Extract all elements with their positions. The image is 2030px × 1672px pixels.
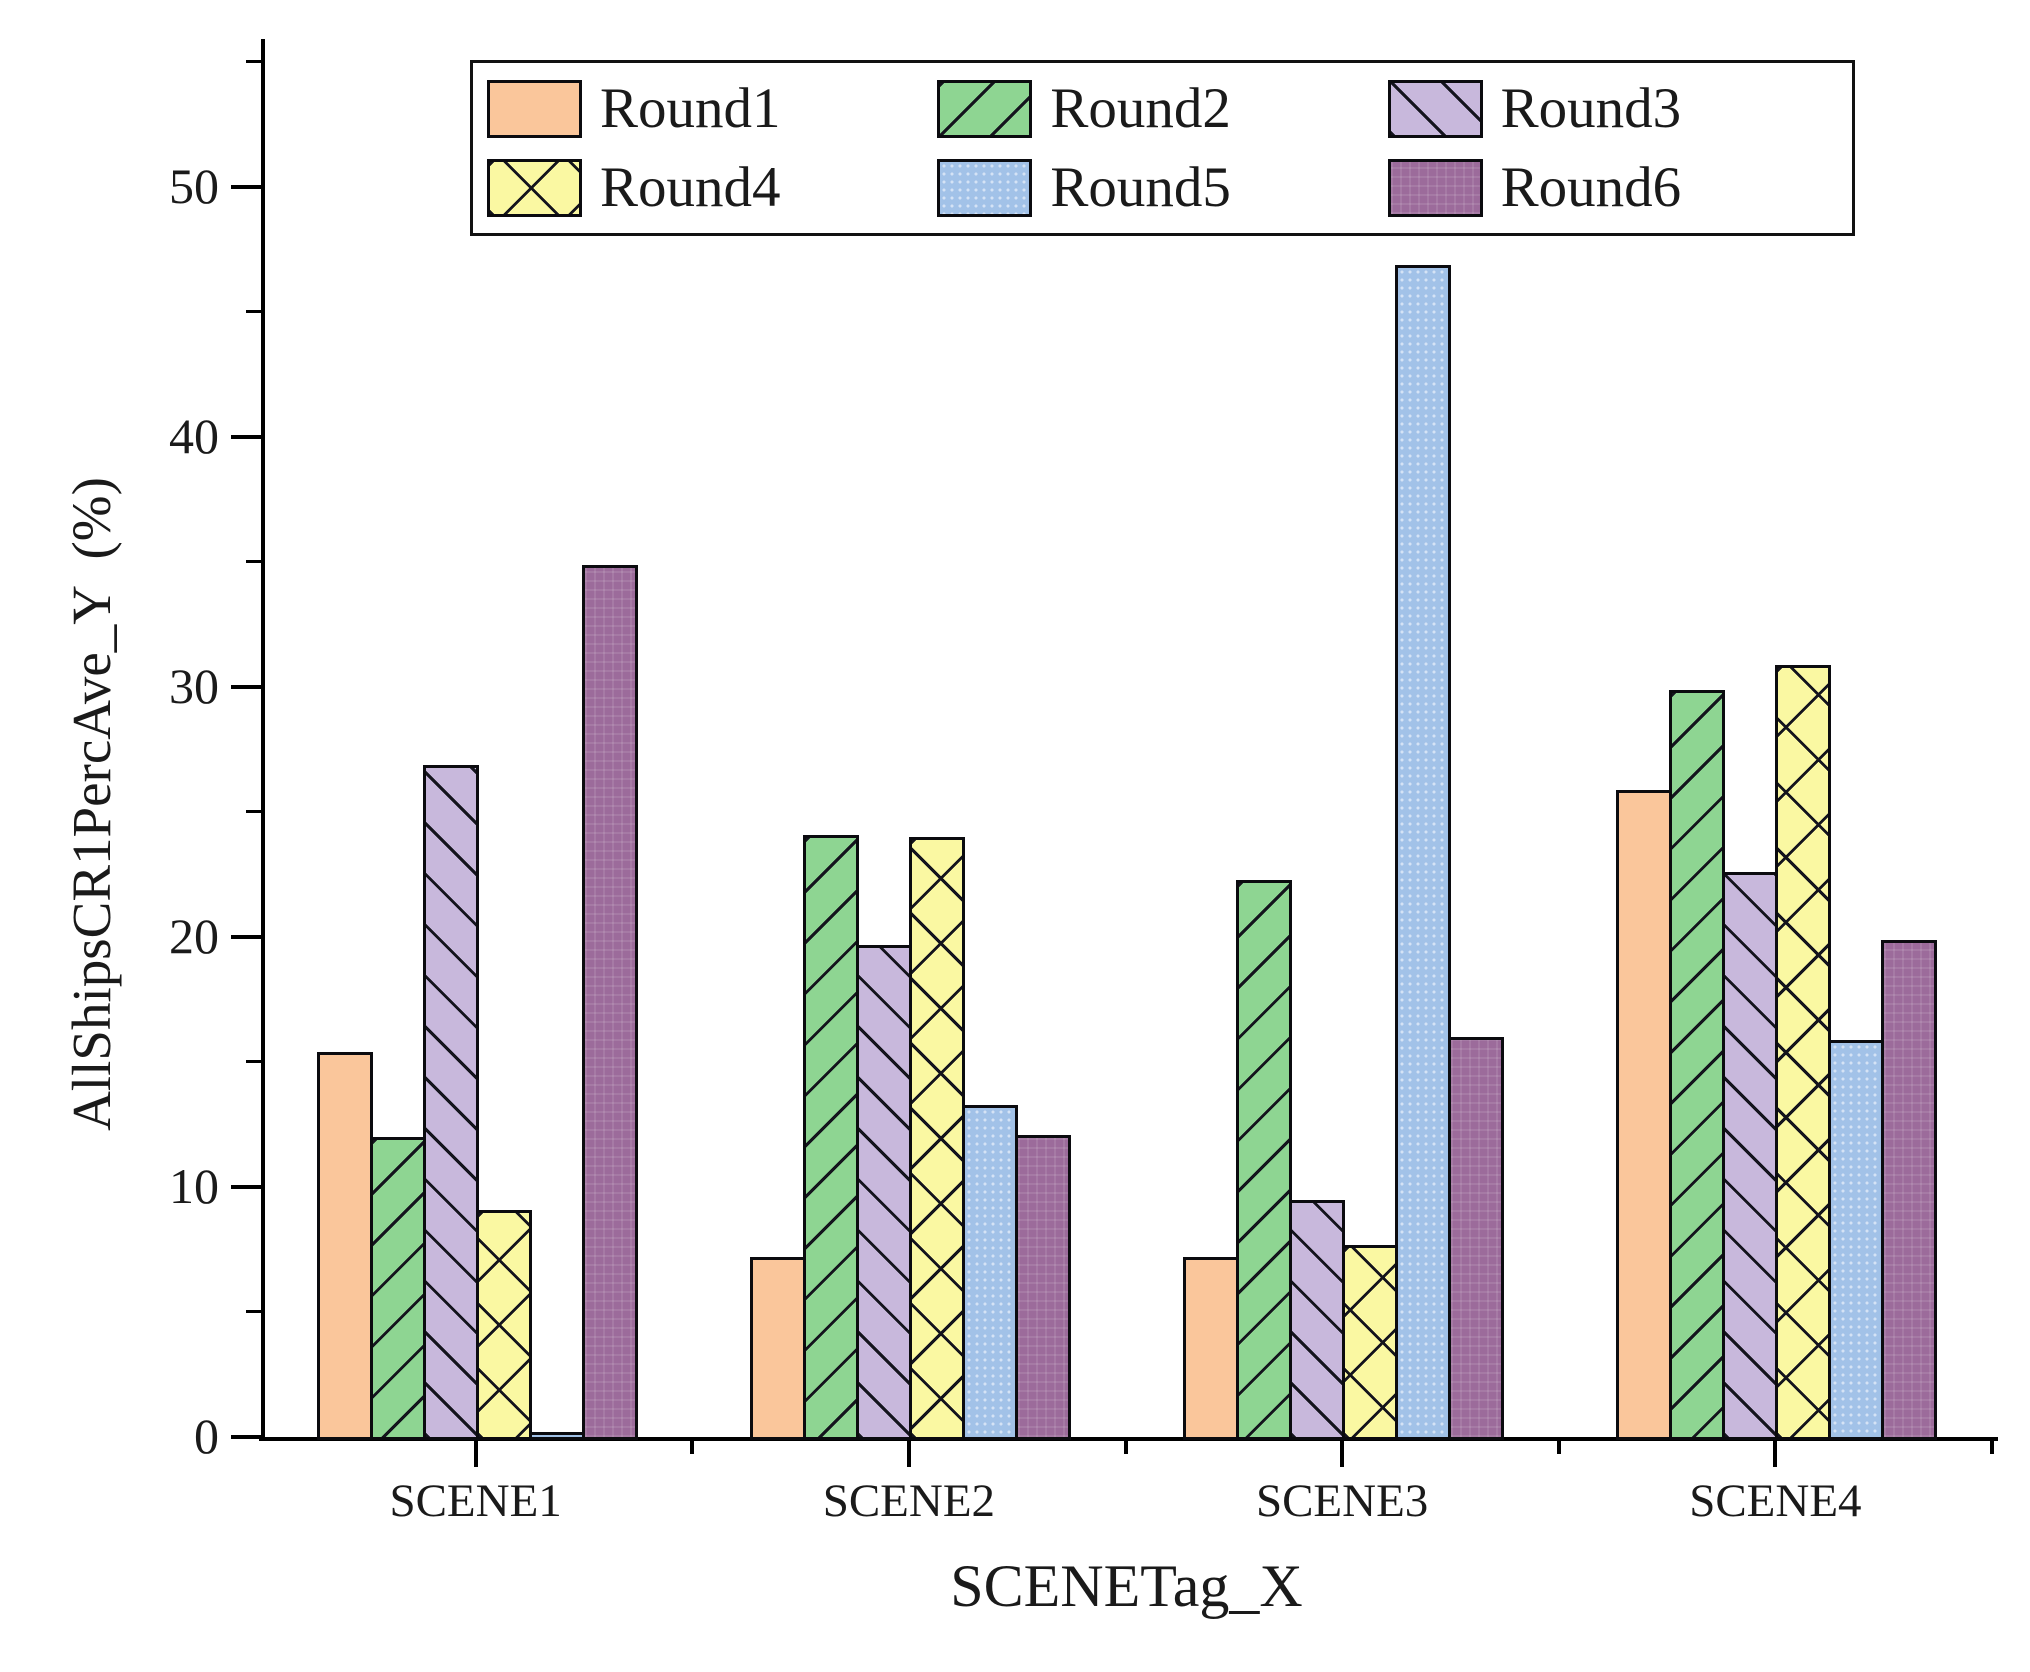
y-tick-label: 40 bbox=[169, 408, 219, 464]
legend-swatch-round5-icon bbox=[937, 158, 1033, 217]
bar-round5-scene1 bbox=[529, 1432, 585, 1440]
x-minor-tick bbox=[1990, 1441, 1994, 1454]
x-minor-tick bbox=[1556, 1441, 1561, 1454]
bar-round5-scene2 bbox=[962, 1105, 1018, 1440]
bar-round4-scene3 bbox=[1342, 1245, 1398, 1440]
bar-round3-scene3 bbox=[1289, 1200, 1345, 1440]
legend-item-round1: Round1 bbox=[487, 76, 937, 141]
bar-round1-scene3 bbox=[1183, 1257, 1239, 1440]
legend-item-round6: Round6 bbox=[1387, 155, 1838, 220]
x-axis-title: SCENETag_X bbox=[950, 1553, 1303, 1619]
legend-label-round6: Round6 bbox=[1500, 156, 1682, 219]
y-major-tick bbox=[231, 935, 261, 939]
y-tick-label: 30 bbox=[169, 658, 219, 714]
x-minor-tick bbox=[1123, 1441, 1128, 1454]
y-major-tick bbox=[231, 685, 261, 689]
x-minor-tick bbox=[690, 1441, 695, 1454]
legend-label-round1: Round1 bbox=[600, 77, 781, 140]
y-minor-tick bbox=[246, 810, 261, 813]
x-major-tick bbox=[1773, 1441, 1778, 1467]
legend-label-round5: Round5 bbox=[1050, 156, 1231, 219]
x-category-label-scene1: SCENE1 bbox=[389, 1475, 562, 1527]
bar-round4-scene2 bbox=[909, 837, 965, 1440]
bar-round6-scene1 bbox=[582, 565, 638, 1440]
bar-round6-scene3 bbox=[1448, 1037, 1504, 1440]
y-major-tick bbox=[231, 185, 261, 189]
bar-round3-scene2 bbox=[856, 945, 912, 1440]
legend-item-round2: Round2 bbox=[937, 76, 1387, 141]
y-minor-tick bbox=[246, 60, 261, 63]
x-category-label-scene4: SCENE4 bbox=[1689, 1475, 1862, 1527]
y-tick-label: 50 bbox=[169, 158, 219, 214]
legend-swatch-round1-icon bbox=[487, 79, 582, 138]
bar-round2-scene3 bbox=[1236, 880, 1292, 1440]
x-major-tick bbox=[1340, 1441, 1345, 1467]
y-axis-line bbox=[261, 39, 265, 1441]
bar-round6-scene4 bbox=[1881, 940, 1937, 1440]
y-axis-title: AllShipsCR1PercAve_Y (%) bbox=[61, 477, 122, 1131]
bar-round2-scene4 bbox=[1669, 690, 1725, 1440]
legend-swatch-round2-icon bbox=[937, 79, 1033, 138]
y-minor-tick bbox=[246, 1310, 261, 1313]
legend-label-round2: Round2 bbox=[1050, 77, 1231, 140]
bar-round5-scene4 bbox=[1828, 1040, 1884, 1440]
bar-round5-scene3 bbox=[1395, 265, 1451, 1440]
bar-round2-scene1 bbox=[370, 1137, 426, 1440]
bar-round3-scene4 bbox=[1722, 872, 1778, 1440]
legend-item-round3: Round3 bbox=[1387, 76, 1838, 141]
legend-swatch-round6-icon bbox=[1387, 158, 1483, 217]
legend-label-round4: Round4 bbox=[600, 156, 781, 219]
x-major-tick bbox=[473, 1441, 478, 1467]
y-minor-tick bbox=[246, 310, 261, 313]
y-tick-label: 0 bbox=[194, 1408, 219, 1464]
bar-round6-scene2 bbox=[1015, 1135, 1071, 1440]
x-category-label-scene3: SCENE3 bbox=[1255, 1475, 1429, 1527]
y-minor-tick bbox=[246, 560, 261, 563]
bar-round1-scene1 bbox=[317, 1052, 373, 1440]
x-major-tick bbox=[906, 1441, 911, 1467]
bar-round2-scene2 bbox=[803, 835, 859, 1440]
y-minor-tick bbox=[246, 1060, 261, 1063]
legend-item-round5: Round5 bbox=[937, 155, 1387, 220]
y-tick-label: 10 bbox=[169, 1158, 219, 1214]
legend-swatch-round3-icon bbox=[1387, 79, 1483, 138]
bar-round3-scene1 bbox=[423, 765, 479, 1440]
bar-round4-scene1 bbox=[476, 1210, 532, 1440]
legend-item-round4: Round4 bbox=[487, 155, 937, 220]
y-major-tick bbox=[231, 1435, 261, 1439]
legend-label-round3: Round3 bbox=[1500, 77, 1682, 140]
bar-round1-scene2 bbox=[750, 1257, 806, 1440]
legend: Round1 Round2 Round3 Round4 Round5 Round6 bbox=[470, 60, 1855, 236]
y-tick-label: 20 bbox=[169, 908, 219, 964]
x-category-label-scene2: SCENE2 bbox=[822, 1475, 996, 1527]
bar-round4-scene4 bbox=[1775, 665, 1831, 1440]
bar-round1-scene4 bbox=[1616, 790, 1672, 1440]
y-major-tick bbox=[231, 435, 261, 439]
legend-swatch-round4-icon bbox=[487, 158, 582, 217]
y-major-tick bbox=[231, 1185, 261, 1189]
x-axis-line bbox=[259, 1437, 1998, 1441]
